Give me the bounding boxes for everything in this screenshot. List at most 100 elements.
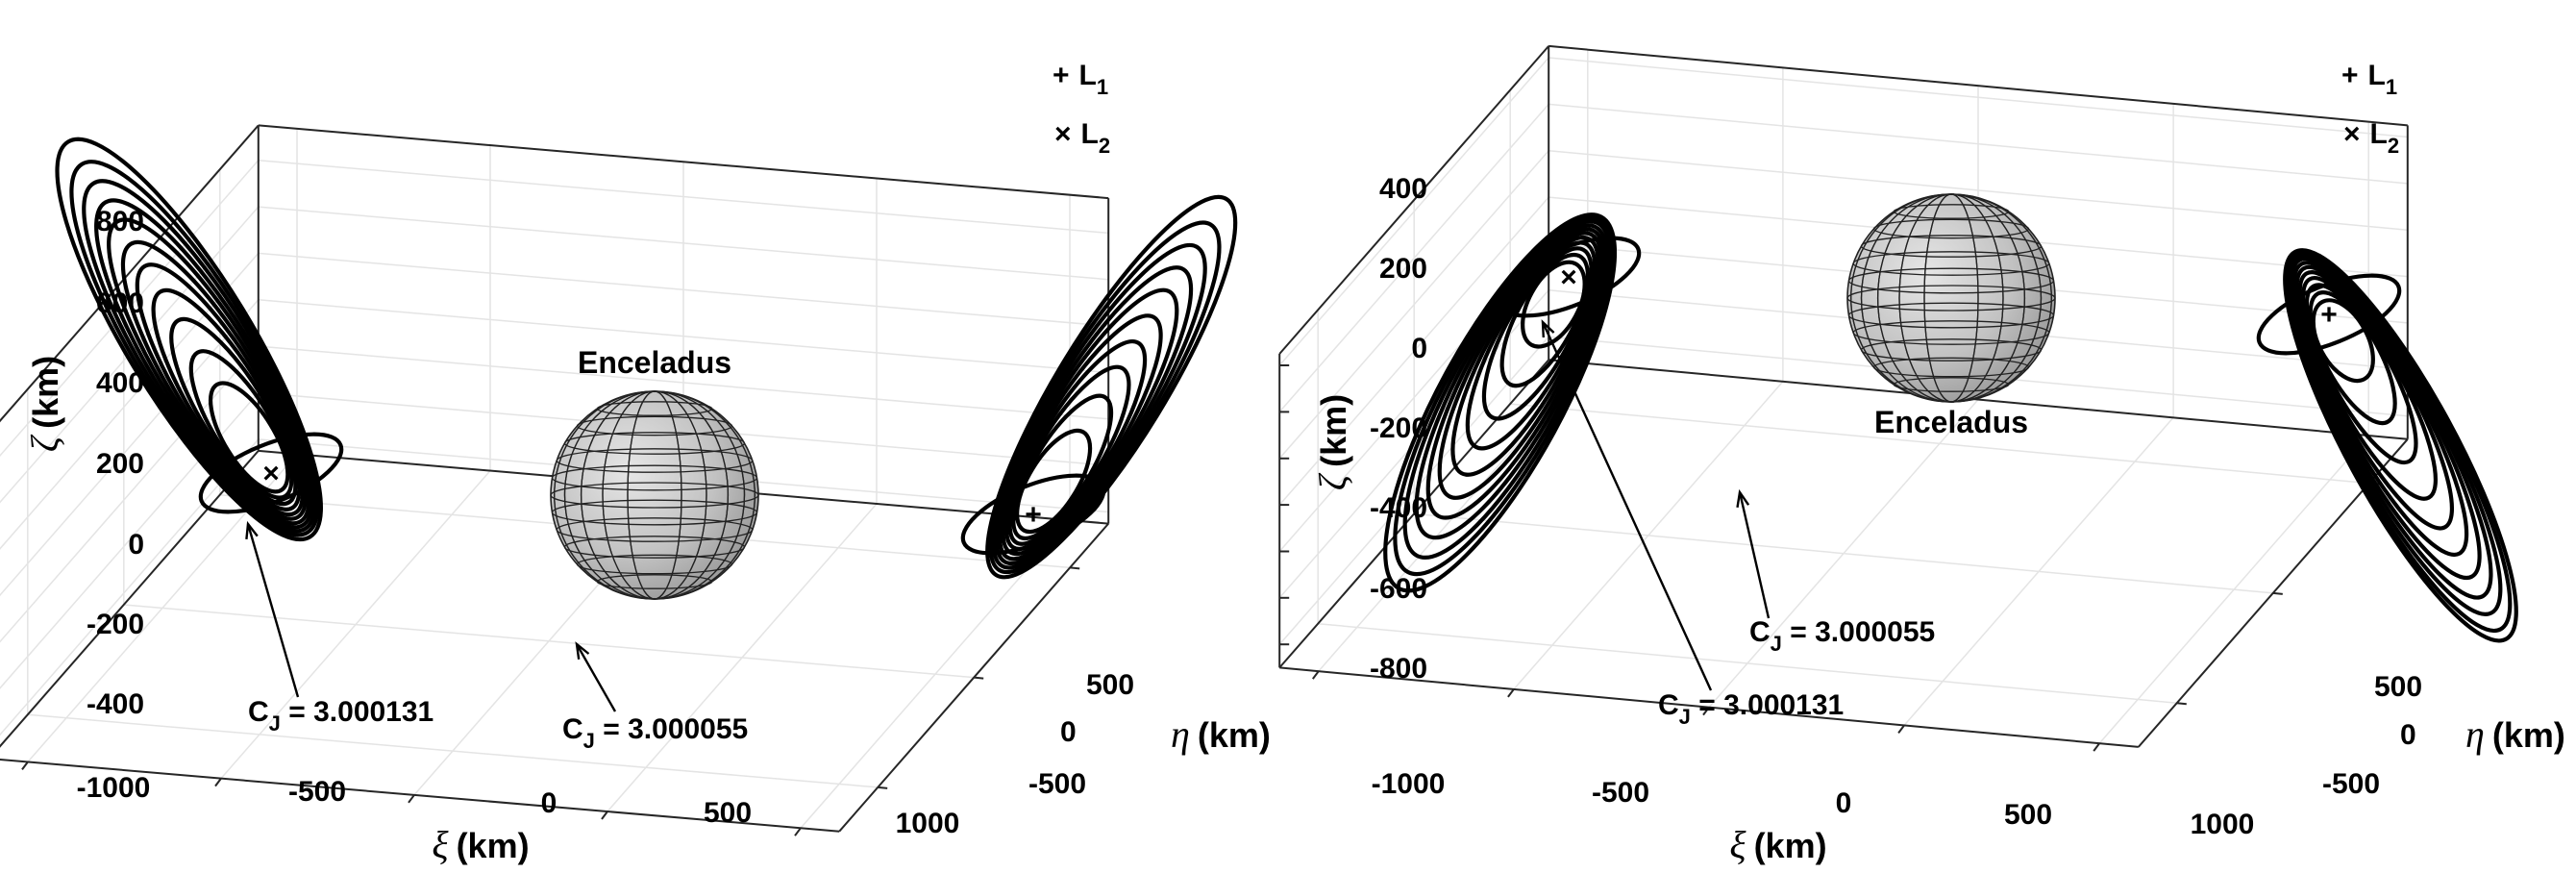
left-enceladus-sphere	[550, 390, 759, 600]
annotation-arrow	[575, 643, 617, 712]
right-x-ticks: -1000 -500 0 500 1000	[1372, 768, 2255, 840]
z-tick-label: 200	[1379, 253, 1427, 285]
left-axes-box	[0, 124, 1110, 836]
x-tick-label: 0	[1836, 787, 1852, 819]
orbit-l2	[69, 160, 320, 537]
latitude-line	[556, 517, 754, 542]
orbit-l2	[1437, 231, 1603, 500]
orbit-l2	[1402, 219, 1612, 560]
y-tick-mark	[2176, 702, 2187, 706]
latitude-line	[576, 554, 733, 575]
y-tick-mark	[1070, 566, 1080, 570]
x-tick-label: 0	[541, 787, 557, 819]
axis-box-edge	[258, 124, 1109, 200]
longitude-line	[554, 390, 755, 600]
orbit-l1	[1004, 338, 1148, 552]
orbit-l1	[988, 220, 1222, 575]
z-tick-label: -400	[87, 688, 144, 720]
axis-box-edge	[0, 450, 260, 748]
orbit-l1	[991, 242, 1207, 570]
orbit-l2	[1383, 212, 1618, 593]
l1-marker: +	[1025, 499, 1042, 531]
l1-marker: +	[2320, 299, 2338, 331]
left-x-ticks: -1000 -500 0 500 1000	[77, 772, 960, 839]
x-tick-label: -500	[1592, 777, 1649, 809]
z-tick-label: -800	[1370, 653, 1427, 685]
orbit-l2	[55, 137, 323, 542]
right-z-ticks: 400 200 0 -200 -400 -600 -800	[1370, 173, 1427, 685]
orbit-l1	[995, 265, 1194, 566]
cross-marker-icon: ×	[1054, 118, 1072, 150]
latitude-line	[1893, 204, 2010, 219]
x-tick-mark	[1702, 707, 1710, 716]
axis-box-edge	[1548, 44, 2408, 127]
x-tick-mark	[2093, 742, 2100, 752]
legend-entry-l1: + L1	[2341, 60, 2397, 99]
longitude-line	[1850, 193, 2052, 403]
eta-symbol: η	[1171, 712, 1190, 756]
cross-marker-icon: ×	[2343, 118, 2361, 150]
y-tick-mark	[974, 676, 984, 680]
left-z-ticks: 800 600 400 200 0 -200 -400	[87, 206, 144, 720]
x-tick-mark	[1897, 724, 1905, 734]
orbit-l2	[208, 381, 290, 494]
orbit-l1	[1007, 364, 1131, 546]
x-tick-mark	[1312, 670, 1320, 680]
z-tick-label: 0	[128, 529, 144, 561]
z-tick-label: -400	[1370, 492, 1427, 524]
orbit-l2	[135, 262, 305, 517]
orbit-l1	[2308, 290, 2397, 426]
eta-symbol: η	[2465, 712, 2485, 756]
x-tick-label: -1000	[77, 772, 151, 804]
orbit-l2	[151, 287, 302, 511]
xi-symbol: ξ	[1729, 823, 1746, 866]
right-y-axis-label: η (km)	[2465, 712, 2565, 756]
orbit-l2	[1521, 260, 1587, 349]
latitude-line	[1852, 320, 2050, 345]
orbit-l2	[1425, 227, 1606, 520]
z-tick-label: 600	[96, 287, 144, 319]
x-unit: (km)	[1754, 826, 1827, 865]
y-tick-label: 500	[1086, 669, 1134, 701]
latitude-line	[1872, 218, 2030, 239]
z-tick-label: 400	[96, 367, 144, 399]
orbit-l1	[985, 194, 1238, 580]
y-tick-mark	[878, 786, 888, 789]
orbit-l2	[169, 316, 298, 507]
axis-box-edge	[1548, 359, 2408, 440]
latitude-line	[596, 574, 713, 589]
z-tick-label: 0	[1411, 333, 1427, 364]
right-axes-box	[1278, 44, 2409, 752]
y-tick-label: -500	[2322, 768, 2380, 800]
axis-box-edge	[1278, 359, 1549, 669]
legend-entry-l2: × L2	[1054, 118, 1110, 158]
xi-symbol: ξ	[432, 823, 449, 866]
y-tick-label: -500	[1028, 768, 1086, 800]
orbit-l1	[1015, 428, 1093, 535]
orbit-l2	[120, 239, 309, 521]
latitude-line	[576, 415, 733, 436]
l2-marker: ×	[1560, 262, 1577, 293]
grid-line	[1318, 622, 2177, 704]
right-libration-markers: +×	[1560, 262, 2338, 331]
plus-marker-icon: +	[1053, 60, 1070, 91]
latitude-line	[596, 401, 713, 416]
orbit-l1	[2294, 264, 2469, 558]
orbit-l1	[1011, 393, 1114, 541]
left-y-ticks: -500 0 500	[1028, 669, 1134, 800]
lyapunov-orbit-l1	[960, 473, 1106, 556]
zeta-symbol: ζ	[1311, 472, 1354, 490]
orbit-l2	[1393, 215, 1615, 577]
right-y-ticks: -500 0 500	[2322, 671, 2422, 800]
latitude-line	[556, 448, 754, 473]
latitude-line	[1847, 267, 2055, 294]
arrow-head-icon	[245, 520, 259, 540]
left-x-axis-label: ξ (km)	[432, 823, 529, 866]
right-panel: +× 400 200 0 -200 -400 -600 -800 -1000 -…	[1278, 44, 2565, 866]
latitude-line	[563, 432, 746, 455]
grid-line	[1414, 512, 2273, 594]
legend-entry-l1: + L1	[1053, 60, 1108, 99]
y-tick-label: 0	[1060, 716, 1077, 748]
left-annotation-arrows	[245, 520, 617, 712]
grid-line	[27, 713, 879, 788]
